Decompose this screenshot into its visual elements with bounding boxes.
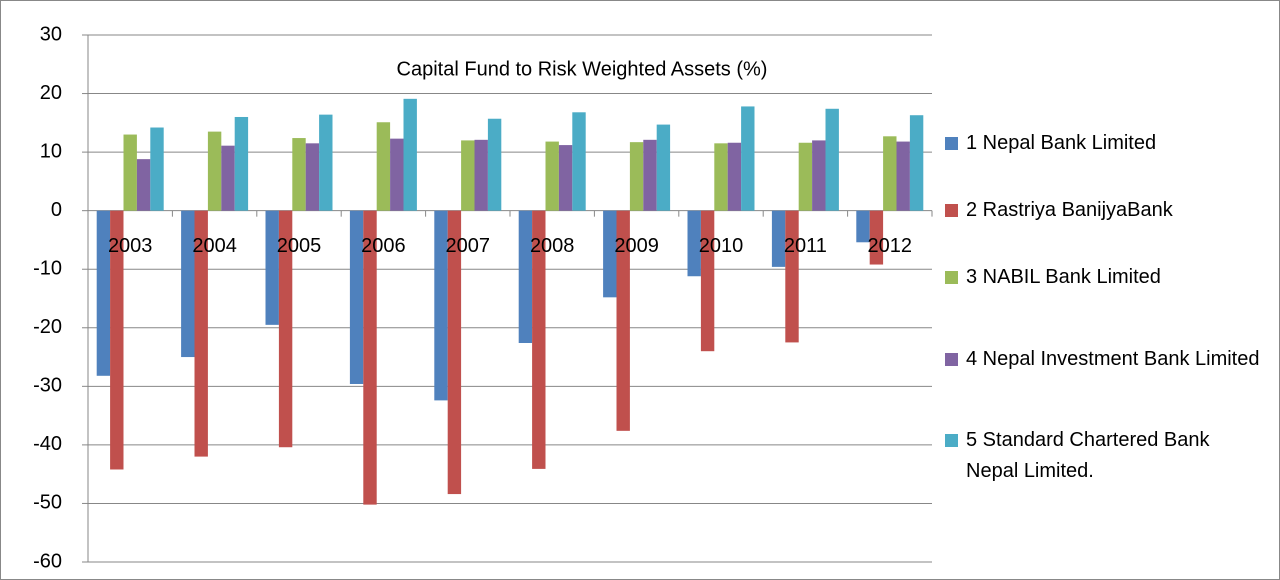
bar <box>798 142 813 211</box>
legend-label: 3 NABIL Bank Limited <box>966 266 1161 288</box>
legend-item: 5 Standard Chartered Bank Nepal Limited. <box>945 425 1265 487</box>
bar <box>487 118 502 211</box>
y-tick-label: -40 <box>33 433 62 455</box>
x-tick-label: 2010 <box>699 235 744 257</box>
y-tick-label: -20 <box>33 316 62 338</box>
x-tick-label: 2012 <box>868 235 913 257</box>
bar <box>363 210 377 505</box>
bar <box>909 115 924 211</box>
bar <box>390 138 404 211</box>
bar <box>572 112 586 211</box>
chart-title: Capital Fund to Risk Weighted Assets (%) <box>397 58 768 80</box>
y-tick-label: -60 <box>33 550 62 572</box>
x-tick-label: 2004 <box>192 235 237 257</box>
legend-swatch <box>945 204 958 217</box>
bar <box>700 210 715 352</box>
bar <box>136 159 151 211</box>
bar <box>461 140 475 211</box>
y-tick-label: 0 <box>51 199 62 221</box>
bar <box>518 210 533 344</box>
x-tick-label: 2005 <box>277 235 322 257</box>
bar <box>305 143 320 211</box>
x-tick-label: 2007 <box>446 235 491 257</box>
bar <box>896 141 910 211</box>
bar <box>278 210 293 448</box>
bar <box>96 210 111 376</box>
bar <box>825 108 839 211</box>
bar <box>714 143 728 211</box>
x-tick-label: 2009 <box>614 235 659 257</box>
bar <box>207 131 222 211</box>
bar <box>883 136 897 211</box>
legend-label: 5 Standard Chartered Bank Nepal Limited. <box>966 429 1210 482</box>
bar <box>643 139 657 211</box>
x-tick-label: 2008 <box>530 235 575 257</box>
legend-item: 3 NABIL Bank Limited <box>945 262 1265 293</box>
bar <box>194 210 208 457</box>
legend-item: 1 Nepal Bank Limited <box>945 128 1265 159</box>
bar <box>741 106 755 211</box>
bar <box>545 141 559 211</box>
legend-swatch <box>945 434 958 447</box>
y-tick-label: -50 <box>33 492 62 514</box>
bar <box>771 210 786 267</box>
x-tick-label: 2011 <box>784 235 827 257</box>
bar <box>403 98 417 211</box>
bar <box>727 142 742 211</box>
bar <box>656 124 671 211</box>
legend-swatch <box>945 137 958 150</box>
bar <box>616 210 630 431</box>
bar <box>234 116 249 211</box>
bar <box>447 210 462 495</box>
bar <box>110 210 124 470</box>
bar <box>349 210 364 384</box>
bar <box>687 210 701 277</box>
bar <box>785 210 799 343</box>
bar <box>150 127 164 211</box>
y-tick-label: 30 <box>40 23 62 45</box>
bar <box>532 210 546 469</box>
bar <box>629 142 644 211</box>
y-tick-label: 20 <box>40 82 62 104</box>
bar <box>558 145 573 211</box>
bar <box>376 122 391 211</box>
bar <box>265 210 279 325</box>
bar <box>603 210 617 298</box>
y-tick-label: 10 <box>40 140 62 162</box>
y-tick-label: -30 <box>33 375 62 397</box>
legend-item: 4 Nepal Investment Bank Limited <box>945 344 1265 375</box>
bar <box>221 145 235 211</box>
bar <box>181 210 195 358</box>
bar <box>856 210 870 243</box>
bar <box>292 138 306 211</box>
bar <box>474 139 488 211</box>
x-tick-label: 2006 <box>361 235 406 257</box>
x-tick-label: 2003 <box>108 235 153 257</box>
bar <box>869 210 884 265</box>
legend-item: 2 Rastriya BanijyaBank <box>945 195 1265 226</box>
legend-label: 4 Nepal Investment Bank Limited <box>966 348 1260 370</box>
bar <box>319 114 333 211</box>
bar <box>123 134 137 211</box>
legend-swatch <box>945 271 958 284</box>
legend-label: 2 Rastriya BanijyaBank <box>966 199 1173 221</box>
y-tick-label: -10 <box>33 258 62 280</box>
legend-label: 1 Nepal Bank Limited <box>966 132 1157 154</box>
bar <box>434 210 448 401</box>
bar <box>812 140 826 211</box>
legend-swatch <box>945 353 958 366</box>
